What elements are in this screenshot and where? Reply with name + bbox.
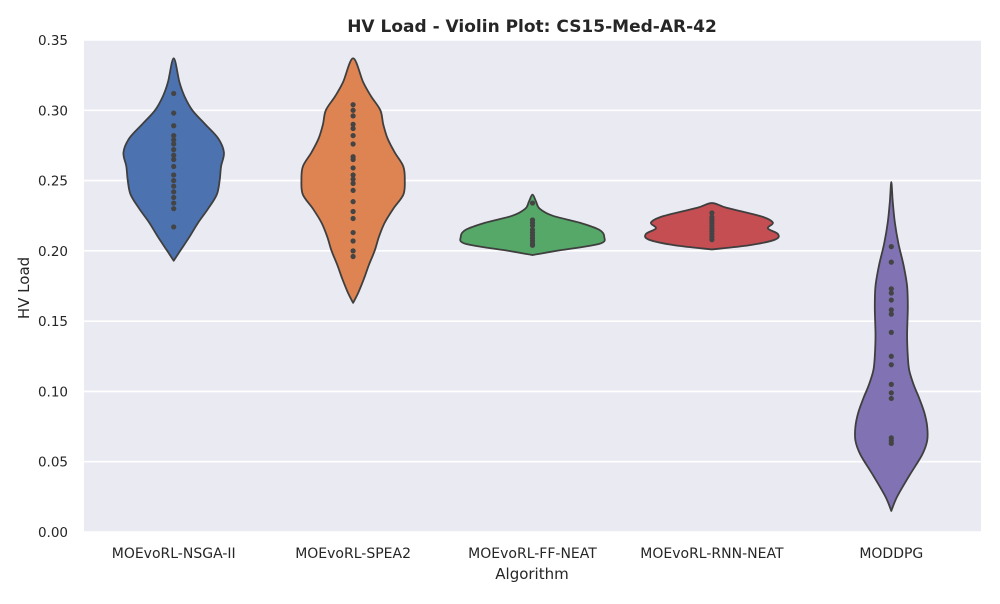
data-point bbox=[529, 222, 536, 229]
y-tick-label: 0.25 bbox=[38, 174, 68, 190]
data-point bbox=[171, 224, 177, 230]
data-point bbox=[888, 329, 894, 335]
data-point bbox=[709, 210, 715, 216]
data-point bbox=[888, 395, 894, 402]
data-point bbox=[171, 183, 177, 189]
data-point bbox=[888, 259, 894, 265]
data-point bbox=[350, 187, 356, 194]
y-tick-label: 0.00 bbox=[38, 525, 68, 541]
violin-1 bbox=[122, 57, 225, 262]
data-point bbox=[171, 172, 177, 178]
y-tick-label: 0.35 bbox=[38, 33, 68, 49]
data-point bbox=[350, 156, 356, 163]
data-point bbox=[171, 123, 177, 129]
data-point bbox=[350, 107, 356, 113]
data-point bbox=[888, 311, 894, 317]
data-point bbox=[171, 152, 177, 158]
data-point bbox=[350, 253, 356, 260]
axis-ticks: 0.00 0.05 0.10 0.15 0.20 0.25 0.30 0.35 MOEvoRL-… bbox=[38, 33, 923, 562]
x-tick-label: MODDPG bbox=[859, 546, 923, 562]
violin-4 bbox=[644, 202, 780, 251]
data-point bbox=[888, 381, 894, 387]
y-tick-label: 0.15 bbox=[38, 314, 68, 330]
data-point bbox=[171, 163, 177, 170]
violin-2 bbox=[300, 57, 406, 304]
data-point bbox=[171, 132, 177, 139]
data-point bbox=[888, 362, 894, 368]
data-point bbox=[171, 156, 177, 163]
data-point bbox=[350, 215, 356, 222]
data-point bbox=[888, 440, 894, 447]
data-point bbox=[171, 90, 177, 97]
data-point bbox=[171, 177, 177, 184]
y-tick-label: 0.30 bbox=[38, 103, 68, 119]
data-point bbox=[888, 290, 894, 296]
data-point bbox=[888, 307, 894, 313]
data-point bbox=[171, 137, 177, 143]
x-tick-label: MOEvoRL-NSGA-II bbox=[112, 546, 236, 562]
data-point bbox=[171, 147, 177, 153]
data-point bbox=[350, 102, 356, 108]
data-point bbox=[888, 297, 894, 303]
x-tick-label: MOEvoRL-FF-NEAT bbox=[468, 546, 597, 562]
y-tick-label: 0.05 bbox=[38, 455, 68, 471]
data-point bbox=[350, 132, 356, 139]
data-point bbox=[888, 390, 894, 396]
data-point bbox=[888, 286, 894, 292]
data-point bbox=[171, 194, 177, 201]
data-point bbox=[350, 229, 356, 236]
data-point bbox=[350, 172, 356, 178]
data-point bbox=[171, 189, 177, 195]
data-point bbox=[171, 206, 177, 212]
data-point bbox=[350, 165, 356, 171]
violins bbox=[122, 57, 929, 512]
data-point bbox=[529, 242, 536, 248]
data-point bbox=[350, 248, 356, 254]
violin-3 bbox=[459, 193, 606, 256]
data-point bbox=[350, 180, 356, 186]
data-point bbox=[350, 208, 356, 215]
data-point bbox=[888, 244, 894, 250]
data-point bbox=[171, 141, 177, 147]
plot-area bbox=[84, 40, 981, 532]
data-point bbox=[350, 121, 356, 127]
y-tick-label: 0.20 bbox=[38, 244, 68, 260]
data-point bbox=[350, 141, 356, 147]
data-point bbox=[529, 200, 536, 206]
data-point bbox=[350, 113, 356, 119]
chart-title: HV Load - Violin Plot: CS15-Med-AR-42 bbox=[347, 17, 717, 37]
data-point bbox=[350, 176, 356, 182]
data-point bbox=[171, 110, 177, 116]
x-tick-label: MOEvoRL-RNN-NEAT bbox=[640, 546, 784, 562]
data-point bbox=[888, 353, 894, 359]
data-point bbox=[350, 238, 356, 244]
data-point bbox=[709, 237, 715, 243]
violin-body bbox=[854, 181, 929, 512]
y-tick-label: 0.10 bbox=[38, 384, 68, 400]
data-point bbox=[350, 125, 356, 132]
data-point bbox=[350, 199, 356, 205]
violin-5 bbox=[854, 181, 929, 512]
x-axis-label: Algorithm bbox=[495, 565, 568, 583]
data-point bbox=[171, 200, 177, 206]
x-tick-label: MOEvoRL-SPEA2 bbox=[295, 546, 411, 562]
y-axis-label: HV Load bbox=[15, 257, 33, 319]
